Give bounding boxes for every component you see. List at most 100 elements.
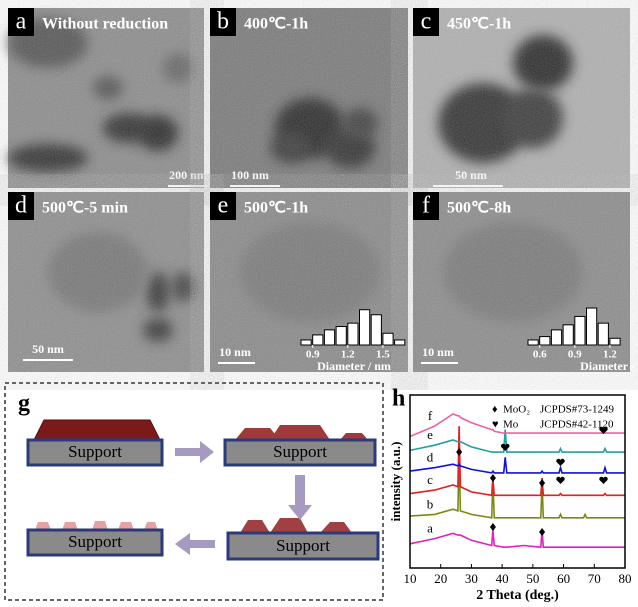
plot-frame [409, 394, 626, 569]
histogram-bar [335, 326, 347, 346]
tick-label: 1.5 [376, 349, 390, 361]
axis-label: Diameter / nm [317, 359, 391, 373]
tick-label: 80 [619, 571, 632, 586]
schematic: g Support Support Support Support [4, 382, 384, 601]
series-label: a [427, 521, 433, 536]
x-axis-label: 2 Theta (deg.) [476, 588, 559, 603]
axis-label: Diameter / nm [580, 359, 638, 373]
panel-title: Without reduction [42, 16, 168, 33]
xrd-curve [409, 457, 625, 474]
metal-layer [33, 419, 161, 441]
legend-name: MoO₂ [503, 404, 530, 416]
tick-label: 30 [465, 571, 478, 586]
histogram-bar [312, 334, 324, 346]
tick-label: 70 [588, 571, 601, 586]
letter-box [413, 192, 439, 220]
legend-symbol: ♦ [492, 404, 498, 416]
particles [235, 425, 368, 440]
series-label: b [427, 496, 434, 511]
y-axis-label: intensity (a.u.) [388, 442, 403, 522]
histogram-bar [359, 309, 371, 346]
histogram-bar [527, 339, 539, 346]
tick-label: 0.9 [306, 349, 320, 361]
mo-marker [556, 458, 565, 466]
legend-symbol: ♥ [492, 419, 499, 431]
arrow [175, 441, 214, 463]
support-label: Support [276, 536, 330, 555]
xrd-curve [409, 452, 625, 519]
tick-label: 10 [404, 571, 417, 586]
noise [8, 8, 204, 188]
panel-letter: g [18, 391, 30, 417]
support-label: Support [273, 442, 327, 461]
histogram-bar [347, 322, 359, 346]
histogram-bar [586, 307, 598, 346]
tick-label: 40 [496, 571, 509, 586]
series-label: f [428, 408, 433, 423]
scale-label: 50 nm [455, 168, 487, 182]
panel-letter: c [421, 9, 432, 35]
tem-panels: a Without reduction 200 nm b 400℃-1h 100 nm c 4… [8, 8, 638, 373]
mo-marker [500, 443, 510, 451]
histogram-bar [550, 329, 563, 346]
support-box [26, 438, 164, 467]
histogram-bar [597, 322, 609, 346]
arrow [175, 533, 215, 555]
tick-label: 20 [434, 571, 447, 586]
panel-letter: d [15, 193, 27, 219]
histogram-bar [370, 314, 382, 346]
letter-box [210, 8, 236, 36]
scale-label: 100 nm [231, 168, 269, 182]
xrd-curve [409, 529, 625, 549]
schematic-frame [4, 382, 384, 601]
noise [413, 8, 630, 188]
tick-label: 0.9 [568, 349, 582, 361]
scale-label: 50 nm [32, 342, 64, 356]
histogram-bar [539, 336, 551, 346]
histogram-bar [574, 315, 586, 346]
particles [35, 521, 158, 530]
xrd-curve [409, 429, 625, 453]
support-box [26, 528, 164, 557]
noise [210, 8, 408, 188]
tick-label: 0.6 [533, 349, 547, 361]
moo2-marker [489, 474, 496, 482]
moo2-marker [539, 528, 546, 536]
panel-letter: a [16, 9, 27, 35]
letter-box [8, 8, 34, 36]
scale-label: 10 nm [219, 345, 251, 359]
legend-ref: JCPDS#73-1249 [540, 404, 614, 416]
mo-marker [599, 476, 608, 484]
support-box [226, 531, 380, 561]
xrd-curve [409, 426, 625, 497]
panel-letter: b [217, 9, 229, 35]
histogram-bar [394, 339, 406, 346]
letter-box [413, 8, 439, 36]
moo2-marker [489, 523, 496, 531]
panel-title: 500℃-8h [447, 200, 511, 217]
histogram-bar [323, 329, 336, 346]
histogram-bar [562, 324, 574, 346]
histogram-bar [382, 332, 394, 346]
mo-marker [599, 426, 608, 434]
moo2-marker [456, 448, 463, 456]
series-label: e [427, 427, 433, 442]
series-label: c [427, 472, 433, 487]
support-box [223, 438, 377, 467]
tick-label: 1.2 [341, 349, 355, 361]
noise [8, 192, 204, 372]
moo2-marker [539, 479, 546, 487]
legend-name: Mo [503, 419, 519, 431]
particles [240, 518, 352, 533]
panel-title: 500℃-1h [244, 200, 308, 217]
histogram-bar [609, 337, 621, 346]
tick-label: 50 [526, 571, 539, 586]
scale-label: 200 nm [169, 168, 207, 182]
scale-label: 10 nm [422, 345, 454, 359]
histogram-bar [300, 339, 312, 346]
panel-letter: e [218, 193, 229, 219]
